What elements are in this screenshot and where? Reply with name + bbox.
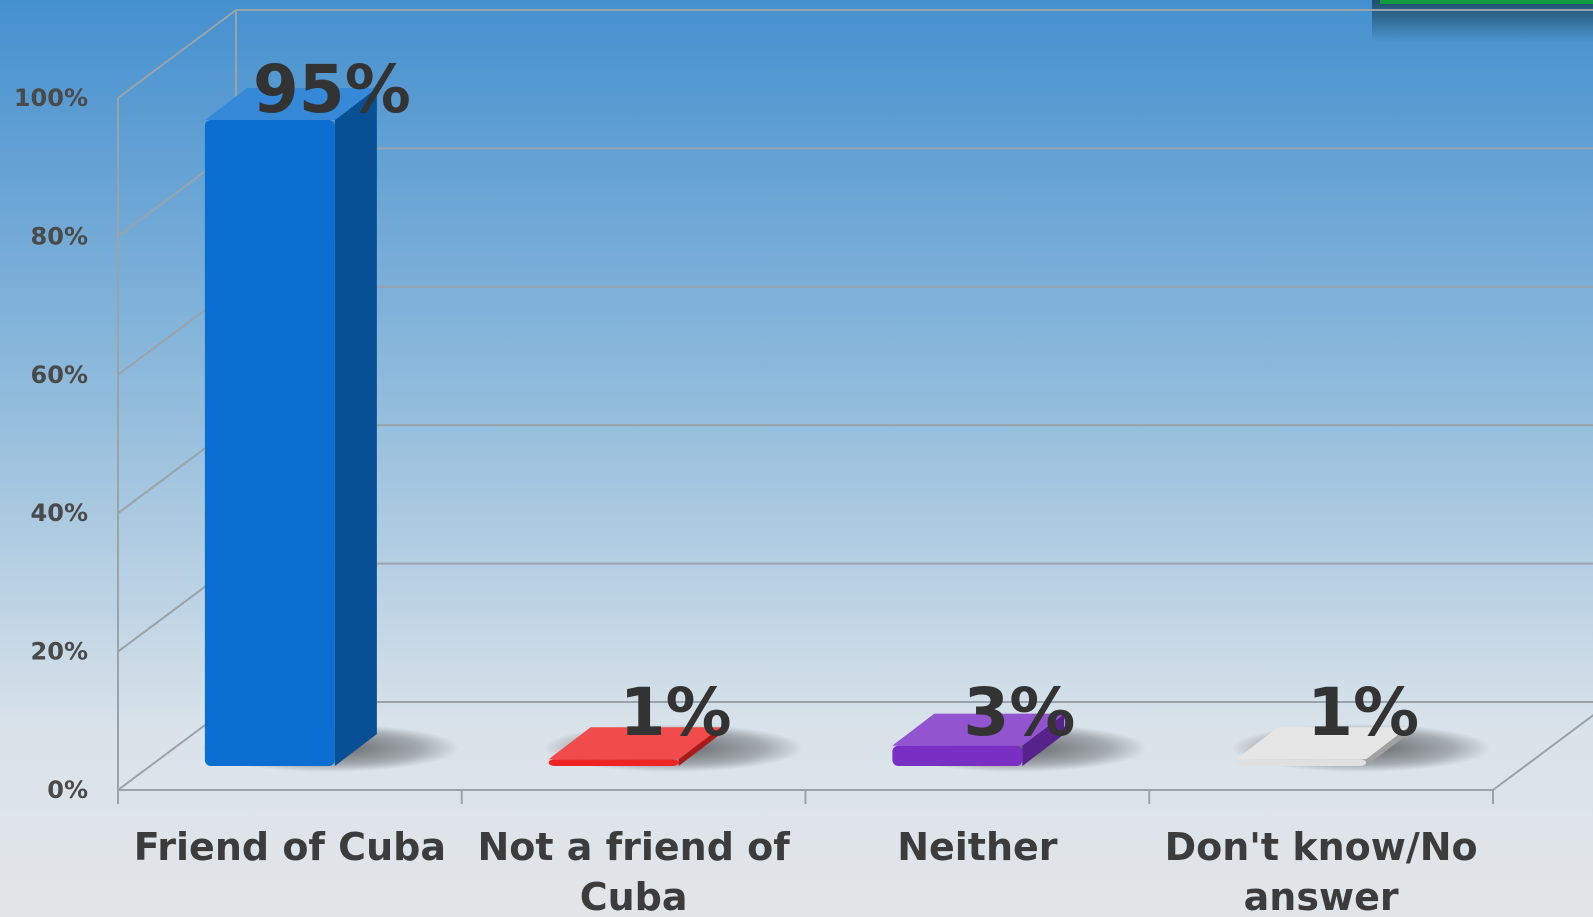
- x-tick-label: Not a friend of Cuba: [477, 825, 790, 917]
- bar-1: [548, 727, 721, 766]
- bar-top-face: [204, 88, 377, 120]
- bar-3: [1236, 727, 1409, 766]
- bar-0: [204, 88, 377, 766]
- corner-green-strip: [1380, 0, 1593, 4]
- bar-top-face: [892, 713, 1065, 746]
- bar-front-face: [892, 745, 1023, 766]
- gridline-side-100: [117, 9, 237, 99]
- bar-top-face: [1236, 727, 1409, 760]
- y-tick-label: 40%: [31, 499, 88, 527]
- y-axis-tick-labels: 0% 20% 40% 60% 80% 100%: [14, 84, 88, 804]
- y-tick-label: 100%: [14, 84, 88, 112]
- data-label: 1%: [1307, 674, 1419, 751]
- bar-side-face: [334, 88, 377, 766]
- bar-front-face: [204, 120, 335, 766]
- bar-top-face: [548, 727, 721, 760]
- y-tick-label: 0%: [47, 776, 88, 804]
- x-tick-label: Neither: [897, 825, 1058, 869]
- data-label: 1%: [620, 674, 732, 751]
- floor-right-edge: [1492, 714, 1593, 791]
- x-axis-tick-labels: Friend of Cuba Not a friend of Cuba Neither…: [134, 825, 1478, 917]
- bar-side-face: [1366, 727, 1409, 766]
- bar-front-face: [1236, 759, 1367, 766]
- y-tick-label: 60%: [31, 361, 88, 389]
- data-label: 95%: [253, 51, 411, 128]
- y-tick-label: 80%: [31, 222, 88, 250]
- data-label: 3%: [963, 674, 1075, 751]
- x-tick-label: Don't know/No answer: [1165, 825, 1478, 917]
- bar-front-face: [548, 759, 679, 766]
- bar-side-face: [1022, 713, 1065, 766]
- bar-side-face: [678, 727, 721, 766]
- x-tick-label: Friend of Cuba: [134, 825, 446, 869]
- bar-2: [892, 713, 1065, 766]
- bars: [204, 88, 1409, 766]
- y-tick-label: 20%: [31, 638, 88, 666]
- data-labels: 95% 1% 3% 1%: [253, 51, 1419, 751]
- corner-decoration: [1372, 0, 1593, 42]
